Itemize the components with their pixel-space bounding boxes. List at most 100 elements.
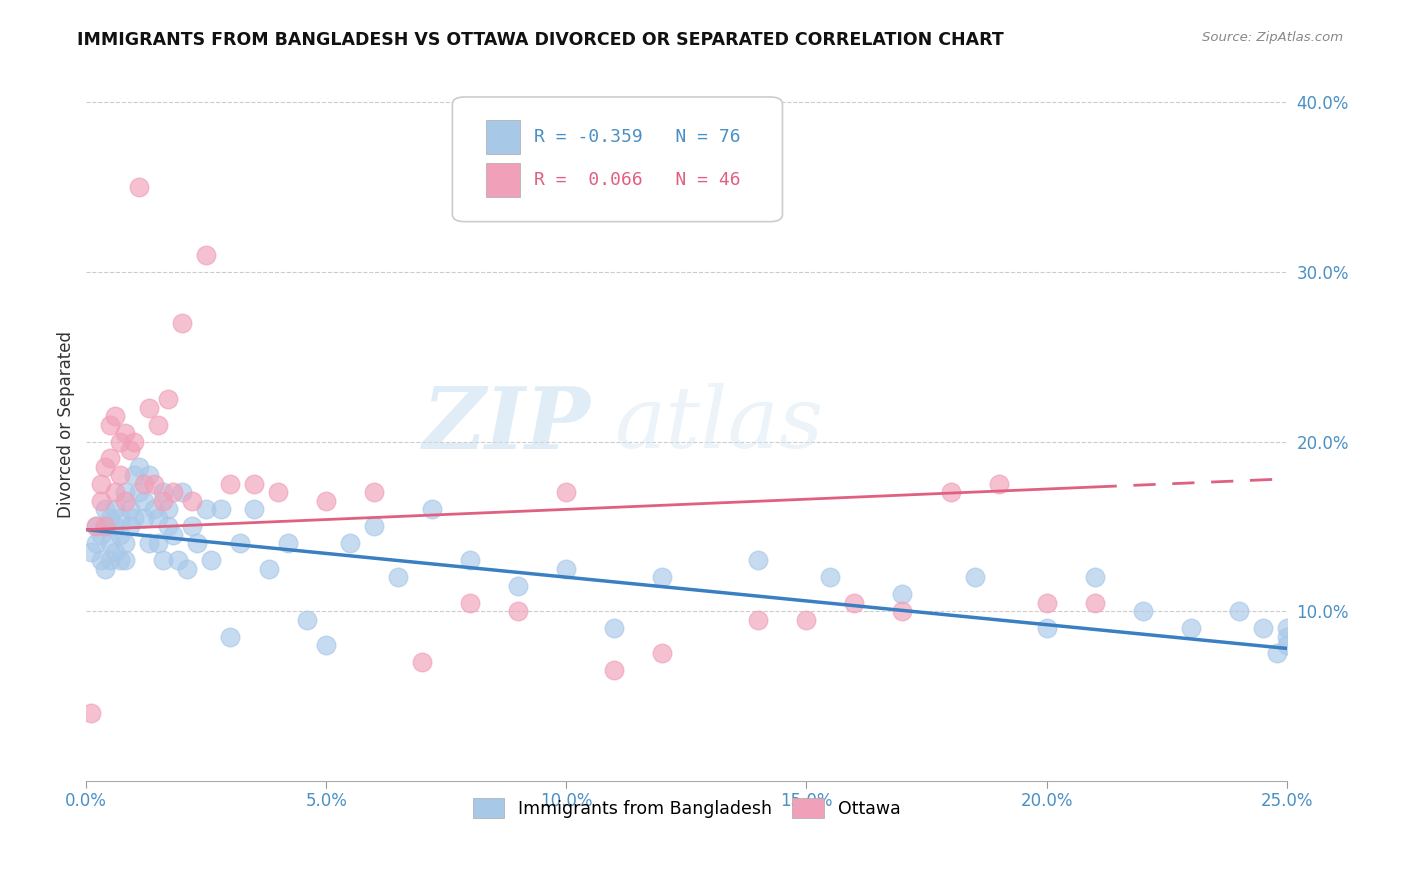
Point: [128, 460, 150, 475]
Point: [132, 494, 155, 508]
Point: [195, 502, 218, 516]
Point: [152, 494, 174, 508]
Point: [118, 519, 141, 533]
Point: [104, 485, 127, 500]
Point: [1083, 596, 1105, 610]
Point: [209, 502, 232, 516]
Point: [172, 316, 194, 330]
Point: [114, 494, 136, 508]
Point: [142, 502, 165, 516]
Point: [820, 570, 842, 584]
Point: [128, 485, 150, 500]
Point: [108, 511, 131, 525]
Point: [180, 494, 202, 508]
Point: [98, 417, 121, 432]
Point: [747, 613, 769, 627]
Point: [315, 494, 337, 508]
Point: [411, 655, 433, 669]
Point: [257, 562, 280, 576]
Point: [138, 401, 160, 415]
Point: [1083, 570, 1105, 584]
Point: [1265, 647, 1288, 661]
Point: [84, 536, 107, 550]
Point: [142, 477, 165, 491]
Point: [219, 630, 242, 644]
Point: [1275, 630, 1298, 644]
Point: [651, 570, 673, 584]
Point: [124, 434, 146, 449]
Point: [108, 528, 131, 542]
Point: [166, 553, 188, 567]
Point: [603, 664, 626, 678]
Point: [243, 502, 266, 516]
Point: [108, 434, 131, 449]
Text: R =  0.066   N = 46: R = 0.066 N = 46: [534, 170, 741, 188]
Point: [277, 536, 299, 550]
Point: [90, 494, 112, 508]
Point: [118, 502, 141, 516]
Point: [104, 409, 127, 423]
Point: [1132, 604, 1154, 618]
Point: [90, 553, 112, 567]
Point: [243, 477, 266, 491]
Point: [156, 519, 179, 533]
Point: [315, 638, 337, 652]
Text: R = -0.359   N = 76: R = -0.359 N = 76: [534, 128, 741, 146]
Point: [460, 596, 482, 610]
Point: [508, 604, 530, 618]
Point: [98, 536, 121, 550]
Point: [420, 502, 443, 516]
Point: [603, 621, 626, 635]
Point: [148, 536, 170, 550]
Point: [555, 485, 578, 500]
Point: [80, 545, 103, 559]
Point: [124, 511, 146, 525]
Point: [94, 460, 117, 475]
Point: [939, 485, 962, 500]
Point: [124, 468, 146, 483]
Point: [114, 553, 136, 567]
Point: [339, 536, 361, 550]
Point: [963, 570, 986, 584]
Point: [138, 536, 160, 550]
Bar: [486, 162, 520, 197]
Point: [363, 519, 385, 533]
Point: [84, 519, 107, 533]
Legend: Immigrants from Bangladesh, Ottawa: Immigrants from Bangladesh, Ottawa: [465, 791, 907, 825]
Point: [104, 545, 127, 559]
Point: [219, 477, 242, 491]
Point: [747, 553, 769, 567]
Point: [94, 519, 117, 533]
Point: [1251, 621, 1274, 635]
Point: [128, 180, 150, 194]
Point: [176, 562, 198, 576]
Point: [1275, 638, 1298, 652]
Point: [108, 553, 131, 567]
Bar: [486, 120, 520, 154]
Point: [796, 613, 818, 627]
Point: [94, 562, 117, 576]
Point: [98, 511, 121, 525]
Point: [156, 392, 179, 406]
Text: atlas: atlas: [614, 384, 824, 466]
Point: [229, 536, 252, 550]
Point: [114, 485, 136, 500]
Point: [1035, 596, 1057, 610]
Point: [148, 511, 170, 525]
Point: [98, 553, 121, 567]
Point: [460, 553, 482, 567]
Text: ZIP: ZIP: [423, 383, 591, 467]
Point: [1180, 621, 1202, 635]
Text: Source: ZipAtlas.com: Source: ZipAtlas.com: [1202, 31, 1343, 45]
FancyBboxPatch shape: [453, 97, 783, 221]
Point: [363, 485, 385, 500]
Point: [80, 706, 103, 720]
Point: [152, 553, 174, 567]
Point: [132, 511, 155, 525]
Point: [387, 570, 409, 584]
Point: [267, 485, 290, 500]
Point: [844, 596, 866, 610]
Point: [1227, 604, 1250, 618]
Point: [108, 468, 131, 483]
Point: [84, 519, 107, 533]
